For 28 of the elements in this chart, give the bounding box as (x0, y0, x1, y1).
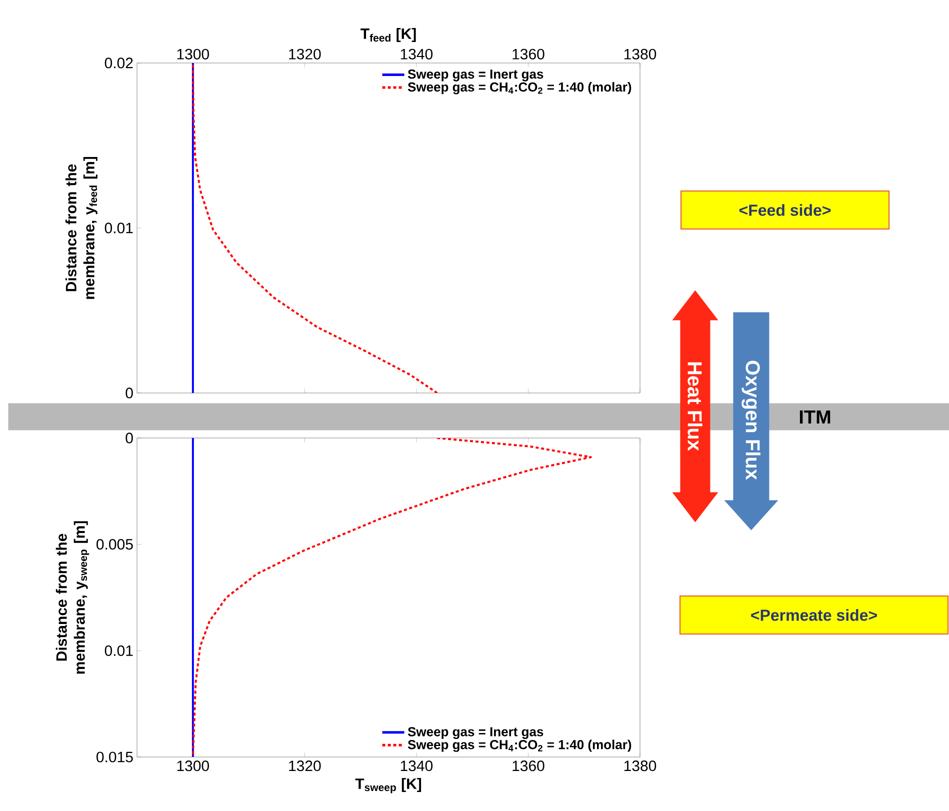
x-tick-label: 1380 (624, 48, 656, 60)
x-axis-title: T$_{sweep}$ [K] (355, 778, 422, 794)
y-tick-label: 0 (126, 432, 133, 444)
y-tick-label: 0 (126, 388, 133, 398)
x-tick-label: 1340 (400, 48, 433, 60)
text: Heat Flux (688, 362, 702, 451)
y-tick-label: 0.005 (96, 539, 133, 550)
x-tick-label: 1320 (289, 760, 321, 772)
legend-label: Sweep gas = CH$_{4}$:CO$_{2}$ = 1:40 (molar) (408, 82, 632, 94)
x-tick-label: 1360 (512, 48, 544, 60)
x-tick-label: 1300 (177, 760, 209, 772)
legend-label: Sweep gas = Inert gas (408, 69, 544, 82)
legend-label: Sweep gas = Inert gas (408, 727, 544, 739)
text: ITM (800, 410, 830, 424)
y-tick-label: 0.01 (104, 222, 133, 234)
x-tick-label: 1360 (512, 760, 544, 772)
y-tick-label: 0.01 (104, 645, 133, 656)
text: Oxygen Flux (742, 360, 760, 480)
x-tick-label: 1300 (177, 48, 209, 60)
text: <Permeate side> (751, 609, 877, 621)
legend-label: Sweep gas = CH$_{4}$:CO$_{2}$ = 1:40 (molar) (408, 740, 632, 752)
x-axis-title: T$_{feed}$ [K] (360, 28, 416, 42)
y-tick-label: 0.02 (104, 58, 133, 68)
text: <Feed side> (739, 204, 831, 216)
x-tick-label: 1340 (400, 760, 433, 772)
x-tick-label: 1320 (289, 48, 321, 60)
y-tick-label: 0.015 (96, 752, 133, 762)
x-tick-label: 1380 (624, 760, 656, 772)
